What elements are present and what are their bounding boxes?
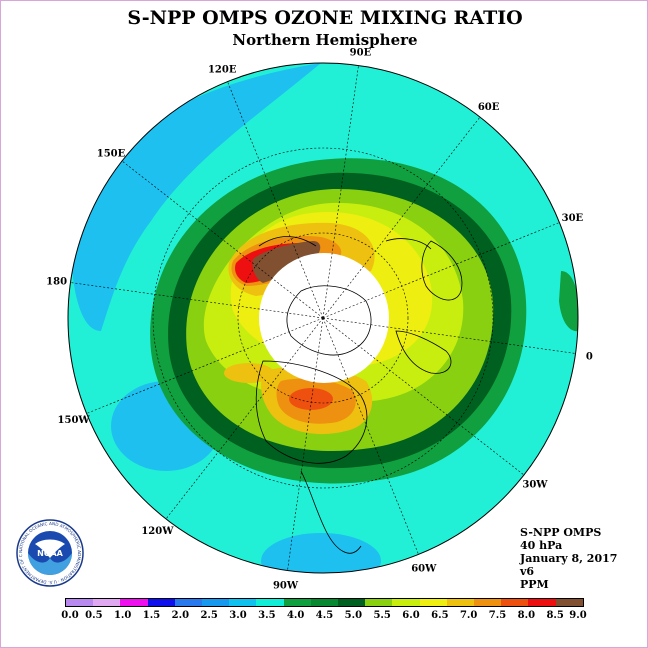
meridian-line xyxy=(121,160,324,319)
longitude-label: 0 xyxy=(586,351,593,362)
product-info: S-NPP OMPS 40 hPa January 8, 2017 v6 PPM xyxy=(520,526,617,591)
colorbar-segment xyxy=(555,599,583,606)
ozone-field xyxy=(68,63,578,573)
colorbar-segment xyxy=(474,599,502,606)
meridian-line xyxy=(165,317,324,520)
info-version: v6 xyxy=(520,565,535,578)
colorbar-tick-label: 7.5 xyxy=(488,610,507,621)
map-title: S-NPP OMPS OZONE MIXING RATIO xyxy=(127,7,523,29)
colorbar-tick-label: 8.5 xyxy=(546,610,564,621)
colorbar-tick-label: 3.5 xyxy=(258,610,276,621)
colorbar-segment xyxy=(66,599,94,606)
longitude-label: 150W xyxy=(58,415,91,426)
colorbar-segment xyxy=(365,599,393,606)
colorbar-ticks: 0.0 0.5 1.0 1.5 2.0 2.5 3.0 3.5 4.0 4.5 5.0 5.5 6.0 6… xyxy=(61,610,587,624)
colorbar-tick-label: 0.0 xyxy=(61,610,79,621)
field-6.5-7.0-alaska xyxy=(224,363,274,383)
colorbar-segment xyxy=(93,599,121,606)
info-instrument: S-NPP OMPS xyxy=(520,526,602,539)
noaa-logo: NOAA NATIONAL OCEANIC AND ATMOSPHERIC AD… xyxy=(15,518,84,587)
longitude-labels: 90E 60E 30E 0 30W 60W 90W 120W 150W 180 150E 120E xyxy=(46,48,593,592)
colorbar-tick-label: 0.5 xyxy=(85,610,103,621)
colorbar-tick-label: 1.0 xyxy=(113,610,132,621)
colorbar-tick-label: 1.5 xyxy=(142,610,161,621)
meridian-line xyxy=(322,65,359,319)
info-pressure: 40 hPa xyxy=(520,539,563,552)
meridian-line xyxy=(227,81,324,319)
longitude-label: 150E xyxy=(97,148,126,159)
colorbar-segment xyxy=(528,599,556,606)
meridian-line xyxy=(322,317,419,555)
colorbar-segment xyxy=(338,599,366,606)
colorbar-tick-label: 6.5 xyxy=(431,610,449,621)
longitude-label: 90E xyxy=(350,48,372,59)
colorbar-tick-label: 5.0 xyxy=(344,610,363,621)
longitude-label: 60W xyxy=(411,563,437,574)
field-8.5-9.0 xyxy=(252,241,321,283)
longitude-label: 180 xyxy=(46,277,67,288)
meridian-line xyxy=(86,317,324,414)
colorbar-tick-label: 6.0 xyxy=(402,610,420,621)
colorbar-tick-label: 9.0 xyxy=(569,610,587,621)
field-3.0-3.5-tropics xyxy=(261,533,381,573)
info-units: PPM xyxy=(520,578,549,591)
colorbar-segment xyxy=(310,599,339,606)
field-3.0-3.5-pacific xyxy=(71,63,321,331)
colorbar-tick-label: 8.0 xyxy=(517,610,536,621)
colorbar-tick-label: 2.0 xyxy=(171,610,190,621)
longitude-label: 120W xyxy=(141,526,174,537)
colorbar-segment xyxy=(229,599,257,606)
colorbar-segment xyxy=(202,599,230,606)
meridian-line xyxy=(322,317,576,354)
map-boundary xyxy=(67,62,579,574)
colorbar-segment xyxy=(283,599,311,606)
longitude-label: 60E xyxy=(478,102,500,113)
colorbar-segment xyxy=(147,599,175,606)
graticule xyxy=(152,147,494,489)
colorbar-tick-label: 7.0 xyxy=(459,610,478,621)
colorbar-segment xyxy=(174,599,203,606)
longitude-label: 30W xyxy=(522,480,548,491)
colorbar-segment xyxy=(120,599,148,606)
logo-text: NOAA xyxy=(37,549,63,558)
meridian-line xyxy=(287,317,324,571)
field-4.0-4.5-east xyxy=(559,271,578,332)
meridian-line xyxy=(322,317,525,476)
colorbar-tick-label: 4.5 xyxy=(315,610,334,621)
meridian-line xyxy=(322,222,560,319)
longitude-label: 30E xyxy=(562,213,584,224)
colorbar-segment xyxy=(256,599,284,606)
coastlines xyxy=(255,236,463,554)
colorbar-tick-label: 5.5 xyxy=(373,610,391,621)
colorbar-segment xyxy=(419,599,447,606)
longitude-label: 90W xyxy=(273,580,299,591)
colorbar-tick-label: 4.0 xyxy=(286,610,305,621)
longitude-label: 120E xyxy=(208,65,237,76)
colorbar-tick-label: 2.5 xyxy=(200,610,218,621)
colorbar-segment xyxy=(446,599,475,606)
colorbar-tick-label: 3.0 xyxy=(229,610,247,621)
meridian-line xyxy=(70,282,324,319)
colorbar-segment xyxy=(501,599,529,606)
colorbar xyxy=(65,598,584,607)
colorbar-segment xyxy=(392,599,420,606)
map-subtitle: Northern Hemisphere xyxy=(232,31,418,49)
info-date: January 8, 2017 xyxy=(520,552,618,565)
field-7.5-8.0-america xyxy=(289,388,333,410)
meridian-line xyxy=(322,116,481,319)
meridians xyxy=(70,65,576,571)
